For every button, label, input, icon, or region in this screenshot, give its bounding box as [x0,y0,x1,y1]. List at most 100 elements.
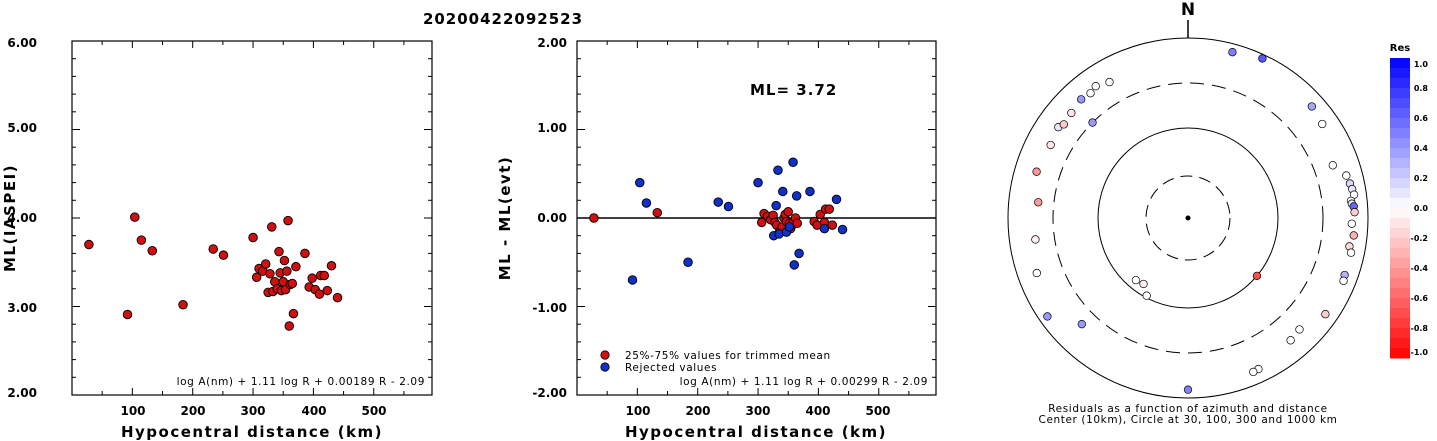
residual-data-point [756,217,767,228]
y-tick-label: 1.00 [537,121,567,135]
colorbar-tick-label: -0.8 [1411,324,1429,333]
station-point [1031,235,1040,244]
x-tick-label: 100 [120,404,145,418]
station-residual-points [1031,48,1359,394]
residual-data-point [792,218,803,229]
colorbar-swatch [1390,158,1410,169]
station-point [1318,119,1327,129]
ml-iaspei-panel: 6.00 5.00 4.00 3.00 2.00 100 200 300 400… [1,36,433,441]
x-axis-label: Hypocentral distance (km) [121,423,383,441]
legend-marker-rejected [600,362,610,372]
range-circle-300km [1052,82,1324,354]
residual-data-point [794,248,804,259]
residual-data-point [778,186,788,197]
station-point [1258,54,1267,63]
station-point [1252,271,1262,281]
ml-data-point [136,235,147,245]
range-circle-30km [1145,175,1231,261]
ml-data-point [251,272,262,283]
colorbar-tick-label: 0.0 [1414,204,1429,213]
station-point [1032,167,1041,176]
ml-data-point [326,261,337,271]
y-axis-label: ML(IASPEI) [1,164,19,272]
residual-data-point [783,207,793,217]
colorbar-swatch [1390,168,1410,179]
station-point [1307,102,1317,111]
x-tick-label: 300 [745,404,770,418]
station-point [1067,108,1076,118]
colorbar-swatch [1390,178,1410,189]
station-point [1091,82,1100,91]
residual-data-point [641,198,652,208]
station-point [1131,275,1141,285]
x-tick-label: 500 [865,404,890,418]
ml-data-point [291,261,301,272]
ml-data-point [284,321,295,331]
x-tick-label: 500 [361,404,386,418]
colorbar-swatches: 1.0 0.8 0.6 0.4 0.2 0.0 -0.2 -0.4 -0.6 -0.8 -1.0 [1390,58,1428,359]
residual-data-point [805,186,815,197]
colorbar-tick-label: 0.6 [1414,114,1429,123]
station-point [1032,268,1041,278]
residual-data-point [753,177,763,188]
residual-data-point [784,222,795,232]
ml-data-point [279,255,290,266]
ml-data-point [287,278,298,289]
y-tick-label: 2.00 [7,386,37,400]
residual-data-point [837,224,848,235]
colorbar-swatch [1390,328,1410,339]
colorbar-swatch [1390,128,1410,139]
ml-data-point [130,212,140,222]
colorbar-tick-label: 0.8 [1414,84,1429,93]
legend-label-trimmed: 25%-75% values for trimmed mean [625,350,831,362]
colorbar-swatch [1390,88,1410,99]
colorbar-swatch [1390,138,1410,149]
residual-data-point [723,201,734,212]
colorbar-swatch [1390,338,1410,349]
colorbar-swatch [1390,258,1410,269]
y-tick-label: 5.00 [7,121,37,135]
colorbar-swatch [1390,98,1410,109]
y-tick-label: 3.00 [7,301,37,315]
colorbar-swatch [1390,348,1410,359]
station-point [1077,95,1086,104]
station-point [1086,89,1095,98]
x-tick-label: 200 [180,404,205,418]
colorbar-swatch [1390,208,1410,219]
colorbar-swatch [1390,268,1410,279]
station-point [1139,279,1148,289]
x-tick-label: 100 [625,404,650,418]
station-point [1142,291,1151,300]
ml-data-point [265,269,275,279]
ml-data-point [178,299,188,310]
x-tick-label: 200 [685,404,710,418]
ml-data-point [122,309,133,320]
range-circle-100km [1097,127,1279,309]
station-point [1295,325,1304,334]
station-point [1321,310,1330,319]
ml-data-point [147,245,158,256]
colorbar-swatch [1390,248,1410,259]
colorbar-swatch [1390,238,1410,249]
ml-data-point [322,285,333,296]
y-tick-label: 6.00 [7,36,37,50]
residual-data-point [589,213,599,223]
residual-data-point [824,204,835,214]
station-point [1046,140,1055,150]
event-id-title: 20200422092523 [423,10,583,28]
colorbar-tick-label: -0.2 [1411,234,1429,243]
scatter-points [84,212,343,331]
colorbar-swatch [1390,78,1410,89]
station-point [1286,336,1295,345]
range-circle-1000km [1007,37,1369,399]
colorbar-tick-label: 0.2 [1414,174,1428,183]
formula-text: log A(nm) + 1.11 log R + 0.00189 R - 2.0… [177,376,425,388]
legend-marker-trimmed [600,350,610,360]
colorbar-swatch [1390,58,1410,69]
north-label: N [1181,0,1195,20]
ml-data-point [84,239,94,250]
colorbar-swatch [1390,218,1410,229]
station-point [1249,367,1258,377]
formula-text: log A(nm) + 1.11 log R + 0.00299 R - 2.0… [680,376,928,388]
